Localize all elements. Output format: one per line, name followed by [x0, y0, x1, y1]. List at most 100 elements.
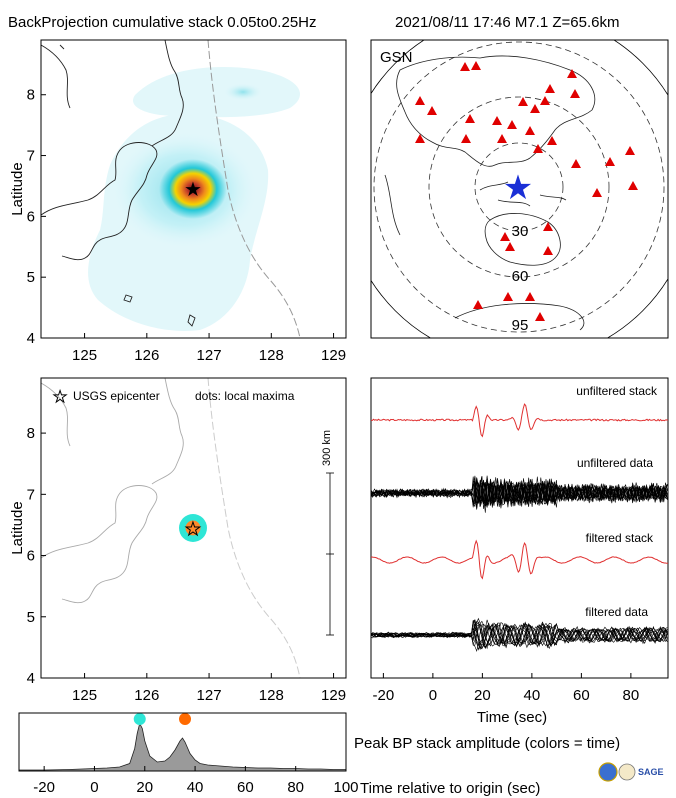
xtick-label: 127	[197, 687, 222, 704]
station-triangle	[625, 146, 635, 155]
amplitude-xlabel: Time relative to origin (sec)	[360, 780, 540, 797]
xtick-label: 128	[259, 347, 284, 364]
xtick-label: 40	[187, 779, 204, 796]
map-top-xticks: 125 126 127 128 129	[72, 333, 346, 364]
ytick-label: 7	[27, 148, 35, 165]
legend-maxima-label: dots: local maxima	[195, 389, 295, 403]
heat-north-blob	[223, 83, 263, 101]
globe-frame	[370, 39, 669, 339]
trace-label-filtered-stack: filtered stack	[586, 531, 654, 545]
ring-label-95: 95	[512, 317, 529, 334]
station-triangle	[518, 97, 528, 106]
trace-label-unfiltered-data: unfiltered data	[577, 456, 653, 470]
figure-title-left: BackProjection cumulative stack 0.05to0.…	[8, 14, 317, 31]
ring-30	[474, 142, 564, 232]
station-triangle	[592, 188, 602, 197]
xtick-label: 60	[237, 779, 254, 796]
trace-filtered-data	[370, 623, 668, 651]
ring-95	[373, 41, 665, 333]
nsf-logo-icon	[598, 762, 618, 782]
station-triangle	[540, 96, 550, 105]
amplitude-area	[18, 722, 347, 772]
ytick-label: 5	[27, 269, 35, 286]
coastline-bottom-west	[41, 382, 71, 447]
station-triangle	[533, 144, 543, 153]
xtick-label: 0	[429, 687, 437, 704]
trench-line-bottom	[207, 378, 301, 678]
station-triangle	[497, 134, 507, 143]
amplitude-panel: -20 0 20 40 60 80 100 Peak BP stack amplitude …	[18, 712, 620, 797]
station-triangle	[545, 84, 555, 93]
maximum-time-dot	[133, 713, 146, 725]
xtick-label: 0	[90, 779, 98, 796]
amplitude-title: Peak BP stack amplitude (colors = time)	[354, 735, 620, 752]
xtick-label: 129	[321, 347, 346, 364]
station-triangle	[492, 116, 502, 125]
ytick-label: 4	[27, 670, 35, 687]
station-triangle	[465, 114, 475, 123]
trace-label-filtered-data: filtered data	[585, 605, 648, 619]
station-markers	[415, 61, 638, 321]
station-triangle	[535, 312, 545, 321]
map-top-yticks: 4 5 6 7 8	[27, 87, 46, 347]
station-triangle	[507, 120, 517, 129]
globe-network-label: GSN	[380, 49, 413, 66]
xtick-label: 125	[72, 347, 97, 364]
station-triangle	[571, 159, 581, 168]
ytick-label: 7	[27, 486, 35, 503]
map-bottom-ylabel: Latitude	[9, 501, 26, 554]
ring-label-30: 30	[512, 223, 529, 240]
figure-title-right: 2021/08/11 17:46 M7.1 Z=65.6km	[395, 14, 619, 31]
trace-unfiltered-stack	[370, 403, 669, 438]
amplitude-frame	[18, 712, 347, 772]
station-triangle	[525, 292, 535, 301]
xtick-label: 40	[524, 687, 541, 704]
heat-faint-north	[132, 67, 300, 118]
station-triangle	[460, 62, 470, 71]
trace-filtered-data	[370, 622, 668, 653]
trench-line	[207, 40, 301, 338]
land-maritime	[479, 181, 567, 207]
map-top-frame	[40, 39, 347, 339]
xtick-label: 80	[623, 687, 640, 704]
ytick-label: 6	[27, 548, 35, 565]
waveforms-panel: unfiltered stack unfiltered data filtere…	[370, 377, 669, 726]
station-triangle	[567, 69, 577, 78]
station-triangle	[503, 292, 513, 301]
trace-unfiltered-data	[370, 476, 668, 507]
ytick-label: 8	[27, 425, 35, 442]
globe-panel: ★ GSN 30 60 95	[370, 39, 669, 339]
xtick-label: 128	[259, 687, 284, 704]
globe-logo-icon	[618, 763, 636, 781]
map-top-ylabel: Latitude	[9, 162, 26, 215]
xtick-label: -20	[33, 779, 55, 796]
station-triangle	[543, 222, 553, 231]
coastline-mindanao	[41, 142, 158, 261]
station-triangle	[415, 134, 425, 143]
trace-filtered-stack	[370, 539, 669, 580]
station-triangle	[570, 89, 580, 98]
station-triangle	[605, 157, 615, 166]
map-bottom-panel: ★ ★ USGS epicenter dots: local maxima 30…	[9, 377, 347, 704]
station-triangle	[471, 61, 481, 70]
xtick-label: 100	[333, 779, 358, 796]
amplitude-maxima-dots	[133, 713, 192, 725]
land-antarctica	[454, 303, 585, 331]
legend-epicenter-label: USGS epicenter	[73, 389, 160, 403]
xtick-label: 126	[134, 687, 159, 704]
waveforms-frame	[370, 377, 669, 679]
ytick-label: 4	[27, 330, 35, 347]
xtick-label: 60	[573, 687, 590, 704]
coastline-north	[151, 40, 184, 147]
trace-label-unfiltered-stack: unfiltered stack	[576, 384, 658, 398]
epicenter-star-top: ★	[184, 179, 202, 201]
trace-unfiltered-data	[370, 478, 668, 508]
map-bottom-xticks: 125 126 127 128 129	[72, 673, 346, 704]
xtick-label: 20	[136, 779, 153, 796]
waveform-traces	[370, 403, 669, 653]
coastline-west	[41, 44, 71, 109]
xtick-label: 80	[287, 779, 304, 796]
station-triangle	[461, 134, 471, 143]
land-australia	[484, 213, 561, 266]
scale-bar-label: 300 km	[321, 430, 333, 466]
